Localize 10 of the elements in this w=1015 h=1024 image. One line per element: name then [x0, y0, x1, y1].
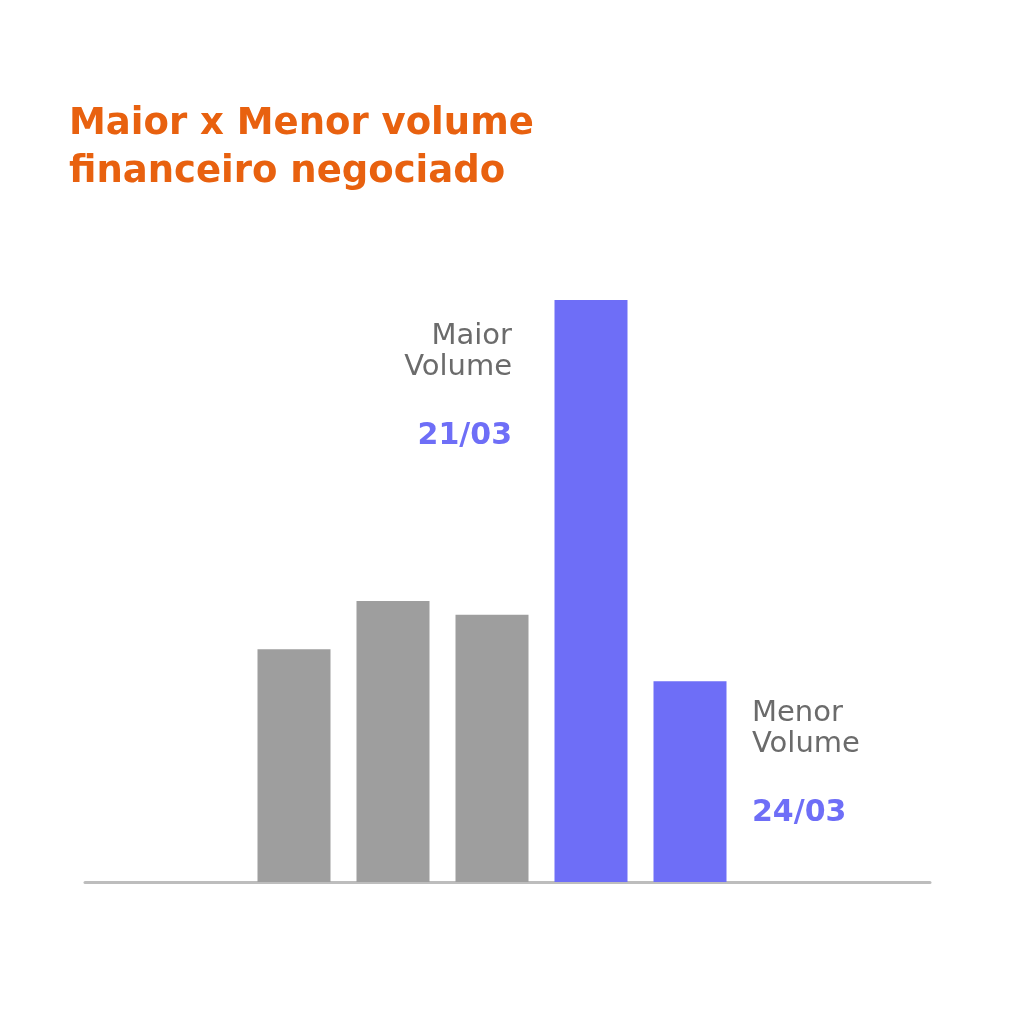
annotation: Maior Volume — [404, 316, 513, 382]
text: 24/03 — [752, 793, 847, 829]
bar — [257, 649, 331, 882]
bar — [356, 600, 430, 882]
bar — [653, 681, 727, 882]
bar — [455, 614, 529, 882]
text: Menor Volume — [752, 693, 860, 759]
bar — [554, 300, 628, 882]
chart-title: Maior x Menor volume financeiro negociado — [69, 99, 547, 191]
annotation: 21/03 — [417, 416, 512, 451]
